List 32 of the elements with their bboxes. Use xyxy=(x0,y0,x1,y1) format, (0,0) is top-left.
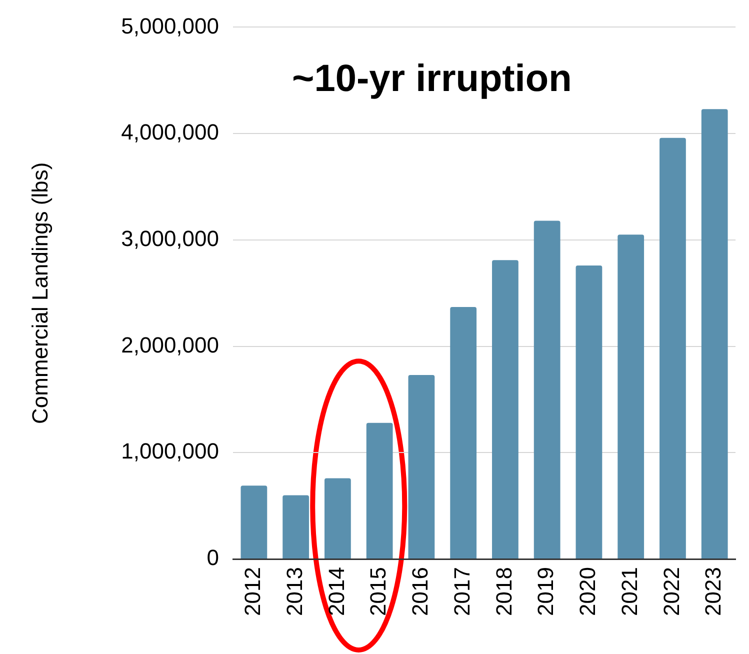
bar xyxy=(324,478,351,559)
x-tick-label: 2018 xyxy=(491,567,516,616)
y-tick-label: 1,000,000 xyxy=(121,438,219,464)
x-tick-label: 2015 xyxy=(366,567,391,616)
bar xyxy=(408,375,435,559)
x-tick-label: 2013 xyxy=(282,567,307,616)
x-tick-label: 2021 xyxy=(616,567,642,616)
x-tick-label: 2012 xyxy=(240,567,265,616)
y-axis-title: Commercial Landings (lbs) xyxy=(27,162,52,424)
x-tick-label: 2019 xyxy=(533,567,558,616)
bar xyxy=(282,495,310,559)
x-tick-label: 2022 xyxy=(658,567,684,616)
x-tick-label: 2017 xyxy=(449,567,474,616)
y-tick-label: 5,000,000 xyxy=(121,13,219,38)
x-tick-label: 2023 xyxy=(700,567,726,616)
y-tick-label: 3,000,000 xyxy=(121,226,219,252)
bar xyxy=(366,422,393,559)
bar xyxy=(450,306,477,559)
bar xyxy=(534,220,560,559)
x-tick-label: 2016 xyxy=(408,567,433,616)
y-tick-label: 4,000,000 xyxy=(121,120,219,145)
y-tick-label: 2,000,000 xyxy=(121,332,219,358)
x-tick-label: 2014 xyxy=(324,567,349,616)
y-tick-label: 0 xyxy=(206,545,219,570)
bar xyxy=(618,234,644,559)
x-tick-label: 2020 xyxy=(575,567,600,616)
bar xyxy=(576,265,602,559)
bar xyxy=(660,138,686,559)
annotation: ~10-yr irruption xyxy=(292,58,572,101)
bar xyxy=(492,260,518,559)
bar xyxy=(701,109,728,559)
bar xyxy=(240,486,268,559)
